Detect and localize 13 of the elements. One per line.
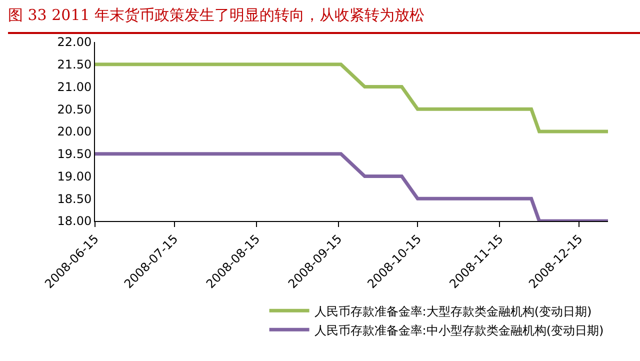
line-series: [95, 62, 608, 134]
y-tick-label: 18.50: [57, 192, 92, 206]
y-tick-label: 22.00: [57, 35, 92, 50]
y-tick-label: 19.50: [57, 147, 92, 162]
y-tick-label: 21.00: [57, 80, 92, 94]
y-tick-label: 18.00: [57, 214, 92, 228]
y-tick-label: 21.50: [57, 58, 92, 72]
legend-label: 人民币存款准备金率:大型存款类金融机构(变动日期): [314, 304, 592, 318]
y-tick-label: 20.00: [57, 124, 92, 139]
y-tick-label: 19.00: [57, 169, 92, 184]
y-tick-label: 20.50: [57, 102, 92, 116]
legend-label: 人民币存款准备金率:中小型存款类金融机构(变动日期): [314, 323, 604, 338]
chart-title: 图 33 2011 年末货币政策发生了明显的转向，从收紧转为放松: [8, 6, 425, 25]
